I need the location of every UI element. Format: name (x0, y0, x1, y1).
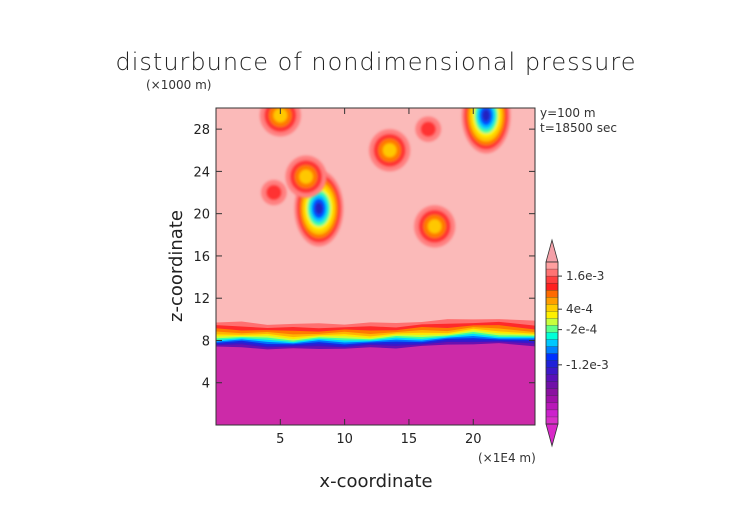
contour-level (420, 121, 436, 137)
colorbar-swatch (545, 325, 559, 333)
y-tick-label: 28 (193, 123, 210, 138)
y-tick-label: 12 (193, 292, 210, 307)
contour-patch (261, 179, 287, 206)
colorbar-swatch (545, 374, 559, 383)
annotation-y: y=100 m (540, 106, 596, 120)
contour-level (315, 202, 323, 215)
x-unit-label: (×1E4 m) (478, 451, 536, 465)
colorbar-swatch (545, 318, 559, 326)
chart-title: disturbunce of nondimensional pressure (116, 48, 637, 76)
x-tick-label: 15 (401, 432, 418, 447)
contour-level (482, 109, 490, 122)
contour-patch (285, 155, 327, 198)
colorbar-swatch (545, 346, 559, 355)
colorbar-swatch (545, 409, 559, 418)
x-axis-ticks: 5 10 15 20 (276, 108, 482, 447)
boundary-layer (216, 319, 535, 425)
colorbar-swatch (545, 268, 559, 277)
colorbar-swatch (545, 332, 559, 340)
colorbar-top-arrow (545, 238, 559, 263)
x-tick-label: 5 (276, 432, 284, 447)
contour-level (427, 219, 442, 234)
colorbar-swatch (545, 353, 559, 362)
colorbar-swatch (545, 381, 559, 390)
plot-frame (215, 107, 536, 426)
y-axis-label: z-coordinate (166, 210, 187, 322)
contour-level (382, 143, 397, 158)
colorbar-label: 1.6e-3 (566, 269, 604, 283)
colorbar-swatch (545, 290, 559, 298)
x-tick-label: 20 (465, 432, 482, 447)
contour-patch (461, 108, 511, 154)
colorbar-label: -1.2e-3 (566, 358, 609, 372)
colorbar-swatch (545, 297, 559, 305)
colorbar-swatch (545, 311, 559, 319)
colorbar-label: 4e-4 (566, 302, 593, 316)
lower-layer (216, 343, 535, 425)
colorbar-swatch (545, 395, 559, 404)
colorbar-label: -2e-4 (566, 323, 597, 337)
colorbar-swatch (545, 402, 559, 411)
colorbar-swatch (545, 282, 559, 291)
annotation-t: t=18500 sec (540, 121, 617, 135)
contour-level (266, 184, 282, 201)
x-tick-label: 10 (336, 432, 353, 447)
colorbar-swatch (545, 388, 559, 397)
y-tick-label: 24 (193, 165, 210, 180)
colorbar-swatch (545, 360, 559, 369)
y-unit-label: (×1000 m) (146, 78, 211, 92)
colorbar-bottom-arrow (545, 423, 559, 448)
y-tick-label: 8 (202, 334, 210, 349)
contour-patch (414, 205, 456, 248)
y-tick-label: 16 (193, 250, 210, 265)
contour-patches (259, 108, 511, 248)
colorbar-swatch (545, 416, 559, 425)
y-tick-label: 4 (202, 377, 210, 392)
plot-area (216, 108, 535, 425)
colorbar-swatch (545, 275, 559, 284)
colorbar-swatch (545, 367, 559, 376)
contour-patch (369, 129, 411, 172)
x-axis-label: x-coordinate (319, 471, 432, 492)
y-axis-ticks: 4 8 12 16 20 24 28 (193, 123, 535, 392)
colorbar: 1.6e-3 4e-4 -2e-4 -1.2e-3 (545, 238, 609, 448)
contour-level (299, 169, 313, 184)
contour-patch (415, 116, 442, 142)
contour-patch (259, 108, 301, 137)
colorbar-swatch (545, 339, 559, 347)
y-tick-label: 20 (193, 208, 210, 223)
contour-level (273, 108, 288, 123)
colorbar-swatch (545, 304, 559, 312)
colorbar-swatch (545, 261, 559, 270)
colorbar-frame (545, 261, 559, 425)
